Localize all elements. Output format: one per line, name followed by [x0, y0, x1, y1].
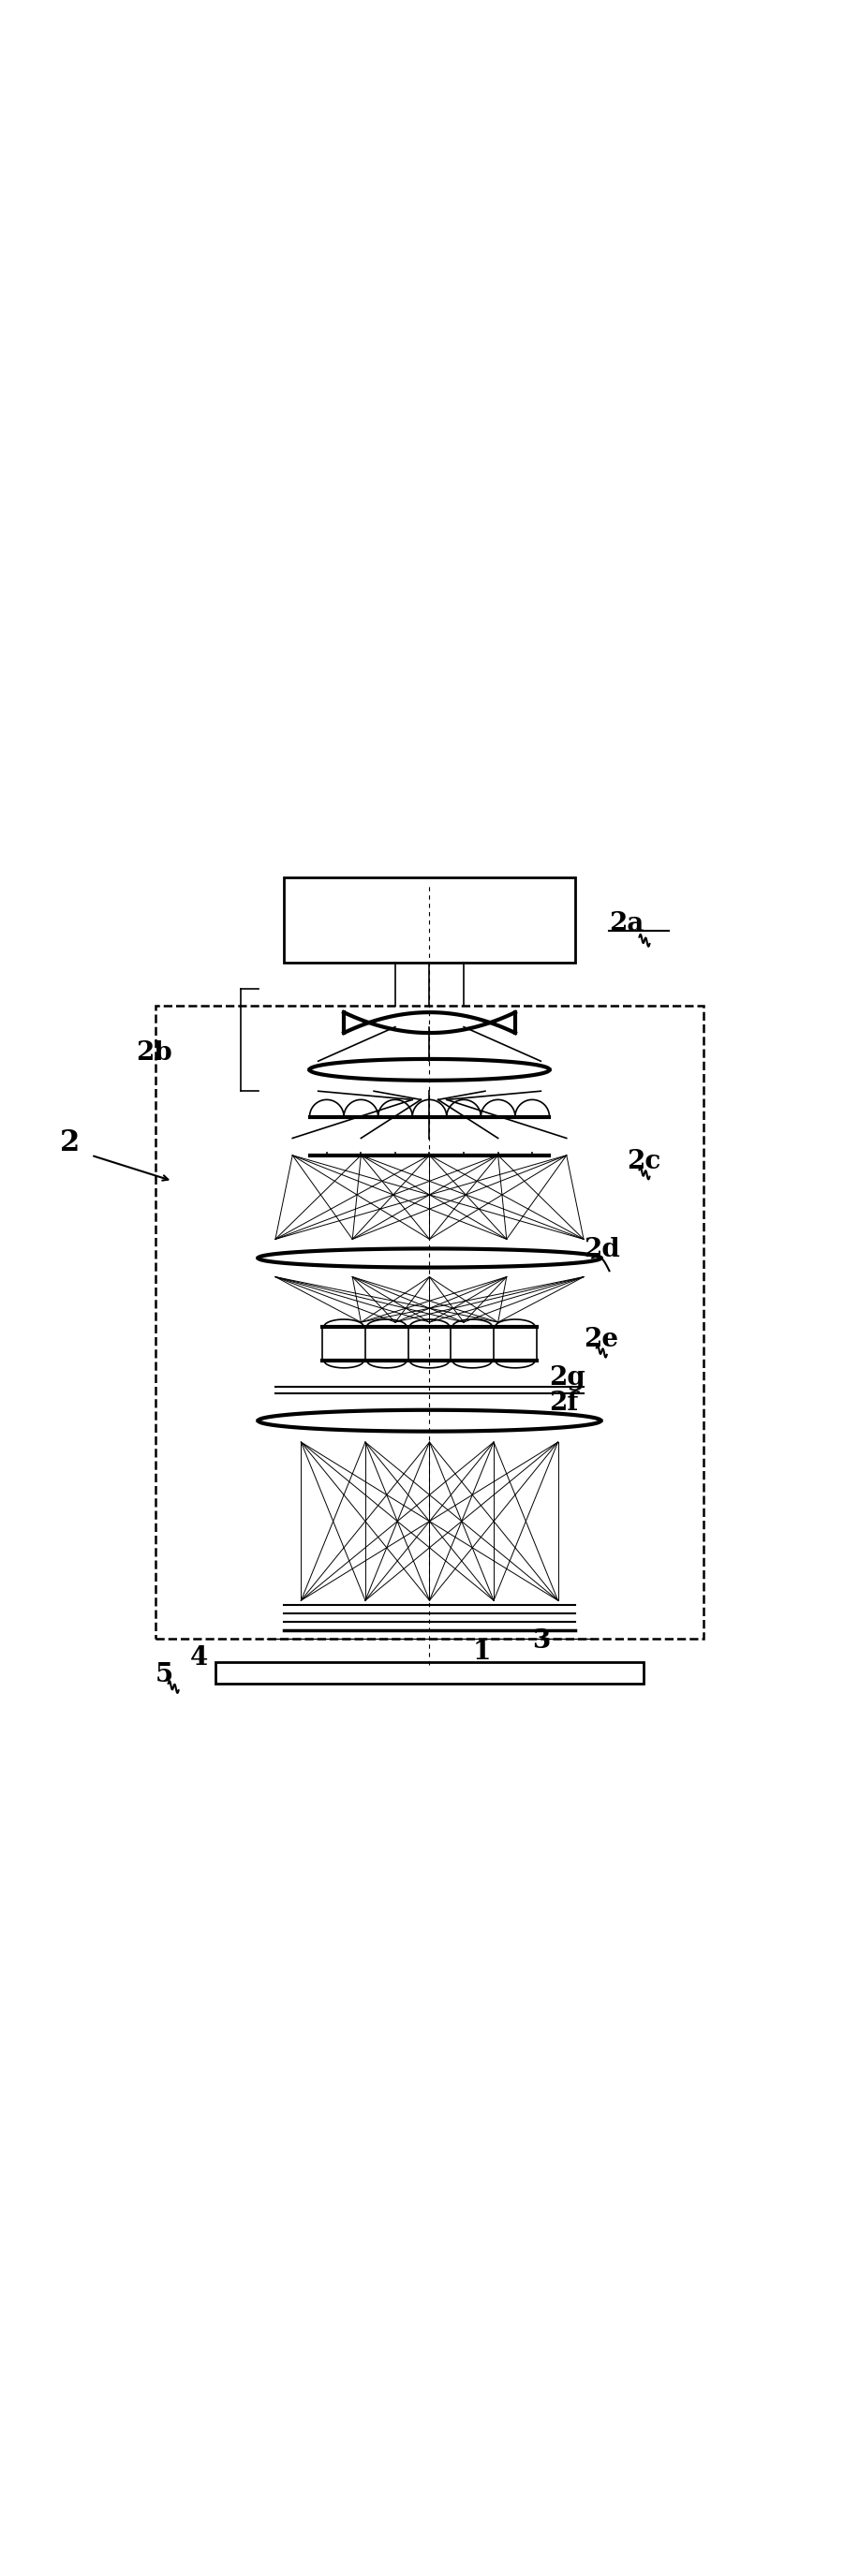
Text: 1: 1: [472, 1641, 490, 1664]
Text: 4: 4: [190, 1646, 208, 1669]
Text: 2c: 2c: [626, 1149, 661, 1175]
Text: 3: 3: [533, 1628, 551, 1654]
Text: 2b: 2b: [137, 1041, 173, 1066]
Text: 2d: 2d: [583, 1236, 620, 1262]
Text: 2f: 2f: [550, 1391, 579, 1417]
Text: 2g: 2g: [550, 1365, 586, 1391]
Text: 2e: 2e: [583, 1327, 618, 1352]
Text: 2a: 2a: [609, 912, 644, 938]
Text: 2: 2: [60, 1128, 80, 1157]
Text: 5: 5: [155, 1662, 174, 1687]
